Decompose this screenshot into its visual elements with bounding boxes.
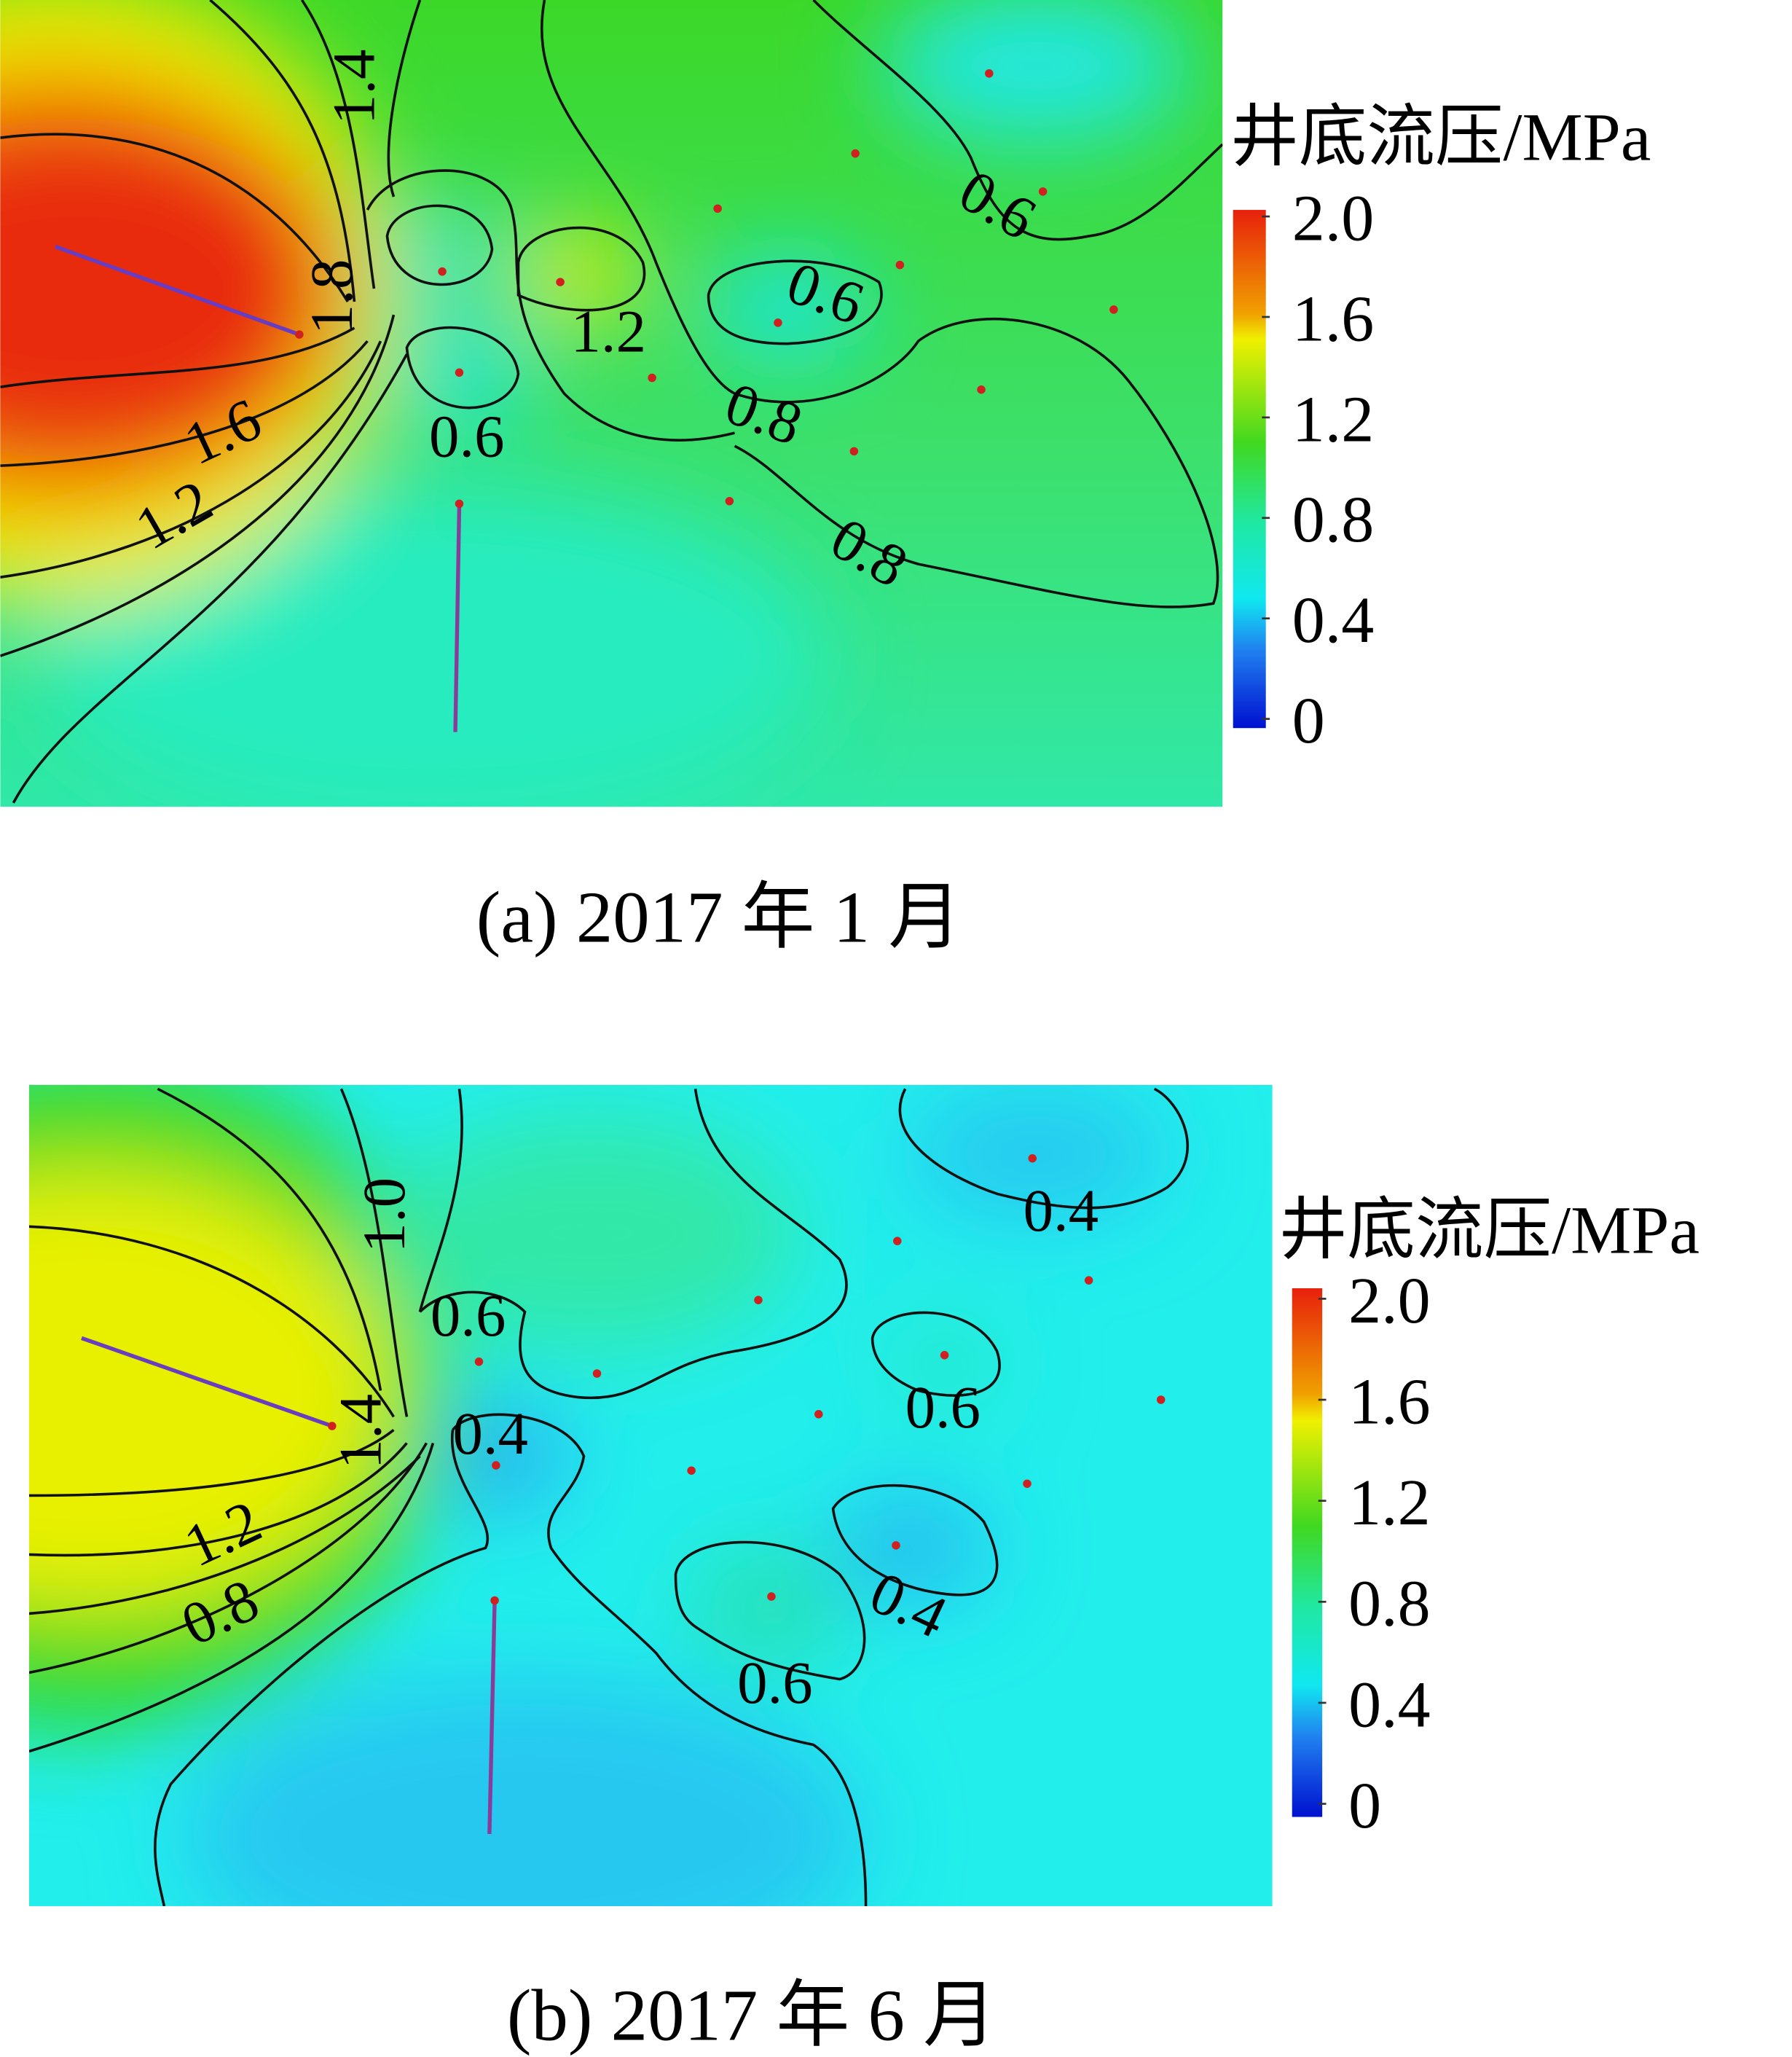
well-point [556, 278, 565, 286]
well-point [592, 1369, 602, 1378]
well-point [687, 1466, 696, 1475]
panel-a-map: 1.4 1.8 1.6 1.2 0.6 1.2 0.6 0.8 0.6 0.8 [0, 0, 1223, 807]
contour-label: 0.6 [431, 1282, 506, 1349]
contour-label: 0.4 [1023, 1177, 1099, 1244]
colorbar-tick-label: 0 [1348, 1770, 1381, 1842]
colorbar-a: 井底流压/MPa 2.0 1.6 1.2 0.8 0.4 0 [1230, 101, 1651, 757]
well-point [490, 1596, 499, 1605]
well-point [940, 1351, 949, 1360]
contour-lines-a [0, 0, 1223, 804]
contour-label: 0.6 [737, 1649, 812, 1716]
colorbar-tick-label: 1.2 [1348, 1467, 1431, 1539]
contour-label: 0.6 [429, 403, 505, 470]
well-point [1023, 1479, 1031, 1488]
colorbar-tick-label: 0.4 [1348, 1669, 1431, 1741]
well-point [849, 447, 859, 456]
colorbar-b: 井底流压/MPa 2.0 1.6 1.2 0.8 0.4 0 [1279, 1193, 1699, 1842]
well-point [1156, 1395, 1166, 1404]
caption-a: (a) 2017 年 1 月 [476, 877, 962, 958]
well-points-b [328, 1153, 1166, 1605]
well-point [328, 1422, 337, 1430]
panel-b-map: 1.0 0.6 1.4 0.4 1.2 0.8 0.4 0.6 0.4 0.6 [28, 1084, 1273, 1906]
colorbar-title: 井底流压/MPa [1279, 1193, 1699, 1268]
colorbar-tick-label: 2.0 [1348, 1265, 1431, 1337]
contour-label: 0.6 [905, 1374, 981, 1441]
well-point [1109, 305, 1118, 314]
contour-label: 1.4 [326, 1394, 393, 1470]
well-point [438, 267, 447, 276]
well-trajectories-a [55, 244, 462, 732]
well-point [892, 1541, 900, 1550]
well-point [295, 330, 304, 339]
contour-label: 1.8 [298, 259, 365, 335]
well-point [492, 1461, 500, 1470]
colorbar-tick-label: 0.4 [1292, 584, 1375, 657]
well-point [474, 1357, 484, 1366]
well-point [985, 69, 994, 78]
contour-label: 1.0 [350, 1178, 417, 1253]
contour-label: 1.2 [571, 298, 647, 365]
contour-label: 0.4 [452, 1400, 528, 1467]
colorbar-tick-label: 1.6 [1292, 283, 1375, 355]
well-point [977, 385, 986, 394]
well-point [814, 1410, 823, 1419]
well-trajectories-b [81, 1336, 497, 1834]
colorbar-tick-label: 1.6 [1348, 1366, 1431, 1438]
colorbar-tick-label: 1.2 [1292, 383, 1375, 455]
well-point [893, 1237, 902, 1245]
well-point [895, 260, 905, 270]
well-point [455, 368, 464, 377]
well-point [754, 1296, 763, 1304]
contour-lines-b [28, 1087, 1190, 1906]
colorbar-tick-label: 0 [1292, 685, 1325, 757]
well-point [455, 499, 464, 509]
well-point [1028, 1153, 1037, 1163]
colorbar-title: 井底流压/MPa [1230, 101, 1651, 176]
well-point [767, 1592, 776, 1601]
well-point [1038, 187, 1048, 196]
colorbar-tick-label: 0.8 [1292, 484, 1375, 556]
well-point [1084, 1276, 1093, 1285]
contour-label: 1.4 [320, 50, 387, 125]
well-point [851, 149, 860, 158]
well-point [774, 318, 782, 327]
caption-b: (b) 2017 年 6 月 [507, 1975, 997, 2056]
colorbar-tick-label: 2.0 [1292, 182, 1375, 254]
well-points-a [295, 69, 1118, 509]
well-point [648, 373, 656, 383]
well-point [725, 496, 734, 506]
colorbar-tick-label: 0.8 [1348, 1568, 1431, 1640]
well-point [713, 204, 722, 213]
